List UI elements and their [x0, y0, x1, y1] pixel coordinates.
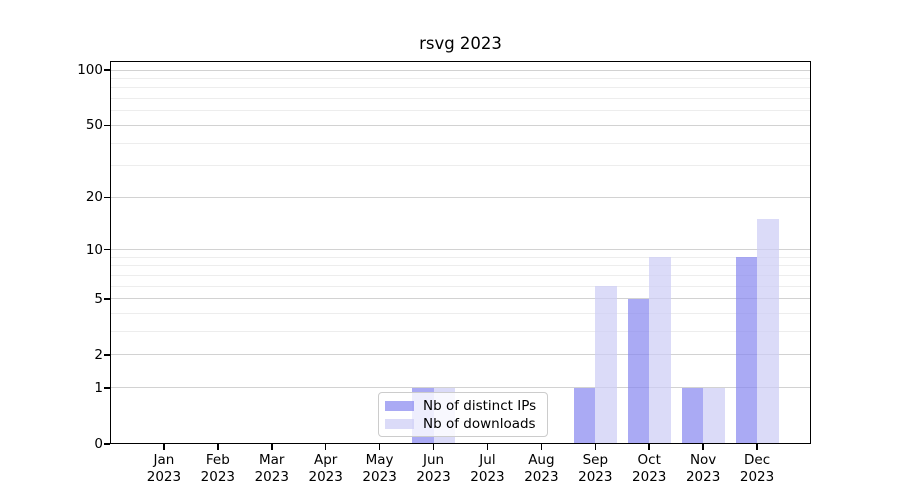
minor-gridline	[110, 87, 811, 89]
major-gridline	[110, 298, 811, 300]
major-gridline	[110, 196, 811, 198]
x-axis-tick-label: Oct 2023	[632, 452, 667, 485]
minor-gridline	[110, 331, 811, 333]
minor-gridline	[110, 142, 811, 144]
major-gridline	[110, 69, 811, 71]
y-axis-tick-label: 100	[77, 62, 103, 78]
x-tick-mark	[648, 444, 650, 450]
y-tick-mark	[104, 124, 110, 127]
y-axis-tick-label: 10	[85, 241, 103, 258]
x-axis-tick-label: Mar 2023	[254, 452, 289, 485]
y-axis-tick-label: 50	[85, 117, 103, 134]
major-gridline	[110, 124, 811, 126]
y-axis-tick-label: 2	[94, 346, 103, 363]
y-tick-mark	[104, 69, 110, 71]
x-tick-mark	[217, 444, 219, 450]
legend-label: Nb of downloads	[423, 416, 536, 432]
x-tick-mark	[594, 444, 597, 450]
major-gridline	[110, 354, 811, 356]
minor-gridline	[110, 110, 811, 112]
legend-swatch-nb-of-distinct-ips	[385, 401, 414, 411]
minor-gridline	[110, 265, 811, 267]
minor-gridline	[110, 274, 811, 276]
major-gridline	[110, 249, 811, 251]
x-tick-mark	[540, 444, 543, 450]
x-axis-tick-label: Jan 2023	[146, 452, 182, 485]
chart-title: rsvg 2023	[419, 34, 502, 53]
y-axis-tick-label: 1	[94, 379, 103, 396]
minor-gridline	[110, 313, 811, 315]
bar-nb-of-distinct-ips-sep	[573, 387, 596, 444]
x-tick-mark	[324, 444, 327, 450]
x-axis-tick-label: May 2023	[362, 452, 397, 485]
x-axis-tick-label: Aug 2023	[524, 452, 559, 485]
y-tick-mark	[104, 387, 110, 389]
x-tick-mark	[756, 444, 758, 450]
legend: Nb of distinct IPs Nb of downloads	[378, 392, 548, 437]
x-axis-tick-label: Dec 2023	[739, 452, 775, 485]
x-axis-tick-label: Apr 2023	[308, 452, 343, 485]
bar-nb-of-distinct-ips-nov	[681, 387, 704, 444]
y-tick-mark	[104, 248, 110, 251]
minor-gridline	[110, 256, 811, 258]
legend-swatch-nb-of-downloads	[385, 419, 414, 429]
y-tick-mark	[104, 443, 110, 445]
minor-gridline	[110, 285, 811, 287]
legend-item: Nb of downloads	[385, 415, 540, 433]
x-tick-mark	[702, 444, 704, 450]
y-tick-mark	[104, 196, 110, 199]
bar-nb-of-downloads-nov	[703, 387, 725, 444]
x-tick-mark	[486, 444, 489, 450]
legend-label: Nb of distinct IPs	[423, 398, 537, 414]
minor-gridline	[110, 98, 811, 100]
bar-nb-of-distinct-ips-oct	[627, 298, 650, 444]
bar-nb-of-downloads-sep	[595, 286, 617, 444]
bar-nb-of-downloads-oct	[649, 257, 671, 444]
y-tick-mark	[104, 298, 110, 300]
y-axis-tick-label: 5	[94, 290, 103, 307]
x-axis-tick-label: Sep 2023	[578, 452, 613, 485]
x-tick-mark	[271, 444, 273, 450]
y-tick-mark	[104, 354, 110, 356]
minor-gridline	[110, 77, 811, 79]
bar-nb-of-distinct-ips-dec	[735, 257, 758, 444]
bar-nb-of-downloads-dec	[757, 219, 779, 444]
minor-gridline	[110, 165, 811, 167]
x-axis-tick-label: Jun 2023	[416, 452, 451, 485]
x-tick-mark	[432, 444, 435, 450]
major-gridline	[110, 387, 811, 389]
x-axis-tick-label: Jul 2023	[470, 452, 505, 485]
y-axis-tick-label: 20	[85, 189, 103, 206]
x-tick-mark	[163, 444, 165, 450]
x-axis-tick-label: Feb 2023	[200, 452, 236, 485]
x-axis-tick-label: Nov 2023	[685, 452, 721, 485]
legend-item: Nb of distinct IPs	[385, 397, 540, 415]
x-tick-mark	[378, 444, 381, 450]
plot-area: Nb of distinct IPs Nb of downloads	[110, 61, 811, 444]
y-axis-tick-label: 0	[94, 436, 103, 452]
